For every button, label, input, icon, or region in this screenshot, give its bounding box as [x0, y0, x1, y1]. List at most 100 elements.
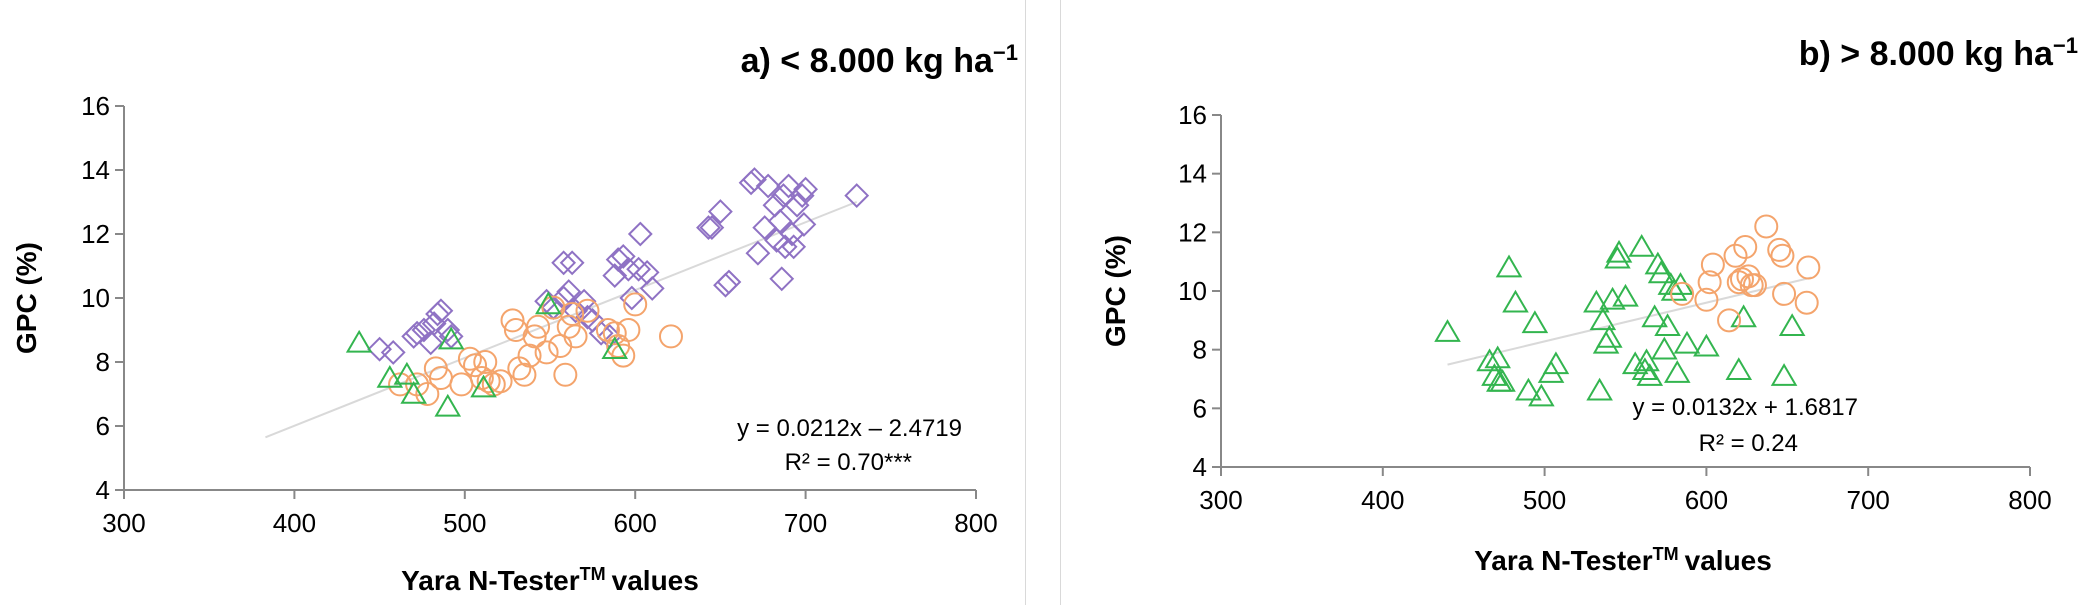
- diamond-marker: [789, 183, 815, 209]
- triangle-marker: [393, 361, 421, 385]
- circle-marker: [1767, 237, 1792, 262]
- trendline: [1447, 276, 1812, 366]
- y-tick-label: 12: [1178, 217, 1207, 247]
- diamond-marker: [738, 170, 764, 196]
- triangle-marker: [1693, 333, 1720, 357]
- triangle-marker: [1537, 360, 1565, 383]
- triangle-marker: [1604, 245, 1631, 269]
- triangle-marker: [434, 393, 462, 417]
- diamond-marker: [793, 176, 819, 202]
- triangle-marker: [1647, 260, 1675, 284]
- x-tick-label: 600: [1685, 485, 1728, 515]
- circle-marker: [1694, 287, 1719, 312]
- diamond-marker: [380, 339, 406, 365]
- circle-marker: [473, 350, 498, 374]
- circle-marker: [1754, 214, 1779, 239]
- triangle-marker: [1621, 351, 1649, 375]
- circle-marker: [1770, 243, 1795, 268]
- y-tick-label: 14: [81, 155, 110, 185]
- circle-marker: [1794, 290, 1819, 315]
- triangle-marker: [1528, 383, 1555, 407]
- x-tick-label: 300: [102, 508, 145, 538]
- circle-marker: [463, 353, 488, 378]
- diamond-marker: [781, 234, 807, 260]
- triangle-marker: [1605, 239, 1633, 263]
- diamond-marker: [428, 298, 454, 324]
- circle-marker: [1717, 308, 1742, 333]
- chart-title: a) < 8.000 kg ha−1: [741, 40, 1018, 81]
- triangle-marker: [1725, 357, 1753, 380]
- diamond-marker: [699, 215, 725, 241]
- x-tick-label: 300: [1199, 485, 1242, 515]
- x-tick-label: 400: [273, 508, 316, 538]
- x-tick-label: 500: [1523, 485, 1566, 515]
- y-axis-label: GPC (%): [1100, 235, 1131, 347]
- triangle-marker: [1583, 289, 1610, 313]
- circle-marker: [457, 346, 482, 371]
- circle-marker: [517, 343, 542, 368]
- chart-title: b) > 8.000 kg ha−1: [1799, 33, 2078, 74]
- diamond-marker: [571, 288, 597, 314]
- y-tick-label: 12: [81, 219, 110, 249]
- triangle-marker: [1641, 304, 1668, 328]
- panel-border: [1060, 0, 1061, 605]
- diamond-marker: [411, 317, 437, 343]
- circle-marker: [611, 343, 636, 368]
- scatter-chart-a: 4 6 8 10 12 14 16 300 400 500 600 700 800 a) < 8.000 …: [11, 40, 1018, 597]
- diamond-marker: [610, 243, 636, 269]
- diamond-marker: [769, 266, 795, 292]
- circle-marker: [1742, 273, 1767, 298]
- y-tick-label: 6: [1193, 393, 1207, 423]
- x-tick-label: 700: [784, 508, 827, 538]
- triangle-marker: [1502, 289, 1529, 313]
- triangle-marker: [1770, 363, 1798, 386]
- triangle-marker: [1778, 313, 1806, 336]
- triangle-marker: [1612, 283, 1639, 307]
- diamond-marker: [418, 330, 444, 356]
- diamond-marker: [784, 192, 810, 218]
- triangle-marker: [1476, 348, 1503, 372]
- triangle-marker: [1484, 345, 1511, 369]
- x-tick-label: 800: [2008, 485, 2051, 515]
- x-tick-label: 400: [1361, 485, 1404, 515]
- diamond-marker: [551, 250, 577, 276]
- circle-marker: [1733, 235, 1758, 259]
- x-tick-label: 500: [443, 508, 486, 538]
- diamond-marker: [791, 211, 817, 237]
- triangle-marker: [345, 329, 373, 353]
- circle-marker: [522, 324, 547, 349]
- diamond-marker: [776, 173, 801, 199]
- diamond-marker: [559, 250, 585, 276]
- diamond-marker: [707, 199, 733, 225]
- circle-marker: [534, 340, 559, 365]
- x-axis-label: Yara N-TesterTM values: [1474, 544, 1772, 576]
- triangle-marker: [1636, 363, 1664, 386]
- scatter-chart-b: 4 6 8 10 12 14 16 300 400 500 600 700 800 b) > 8.000 …: [1100, 33, 2078, 577]
- circle-marker: [553, 362, 578, 387]
- triangle-marker: [1654, 313, 1681, 336]
- circle-marker: [563, 324, 588, 349]
- y-tick-label: 10: [1178, 276, 1207, 306]
- diamond-marker: [563, 298, 588, 324]
- y-tick-label: 4: [96, 475, 110, 505]
- y-tick-label: 6: [96, 411, 110, 441]
- circle-marker: [575, 298, 600, 323]
- y-tick-label: 14: [1178, 159, 1207, 189]
- y-tick-label: 8: [96, 347, 110, 377]
- diamond-marker: [627, 221, 653, 247]
- diamond-marker: [602, 263, 628, 289]
- circle-marker: [500, 308, 525, 333]
- y-tick-label: 8: [1193, 335, 1207, 365]
- y-tick-label: 10: [81, 283, 110, 313]
- circle-marker: [512, 362, 537, 387]
- triangle-marker: [1631, 357, 1659, 380]
- y-tick-label: 16: [1178, 100, 1207, 130]
- triangle-marker: [470, 374, 497, 398]
- triangle-marker: [1495, 254, 1523, 278]
- y-tick-label: 4: [1193, 452, 1207, 482]
- circle-marker: [526, 314, 551, 339]
- triangle-marker: [1730, 304, 1757, 328]
- circle-marker: [1670, 281, 1695, 306]
- triangle-marker: [1489, 368, 1516, 392]
- diamond-marker: [575, 304, 600, 330]
